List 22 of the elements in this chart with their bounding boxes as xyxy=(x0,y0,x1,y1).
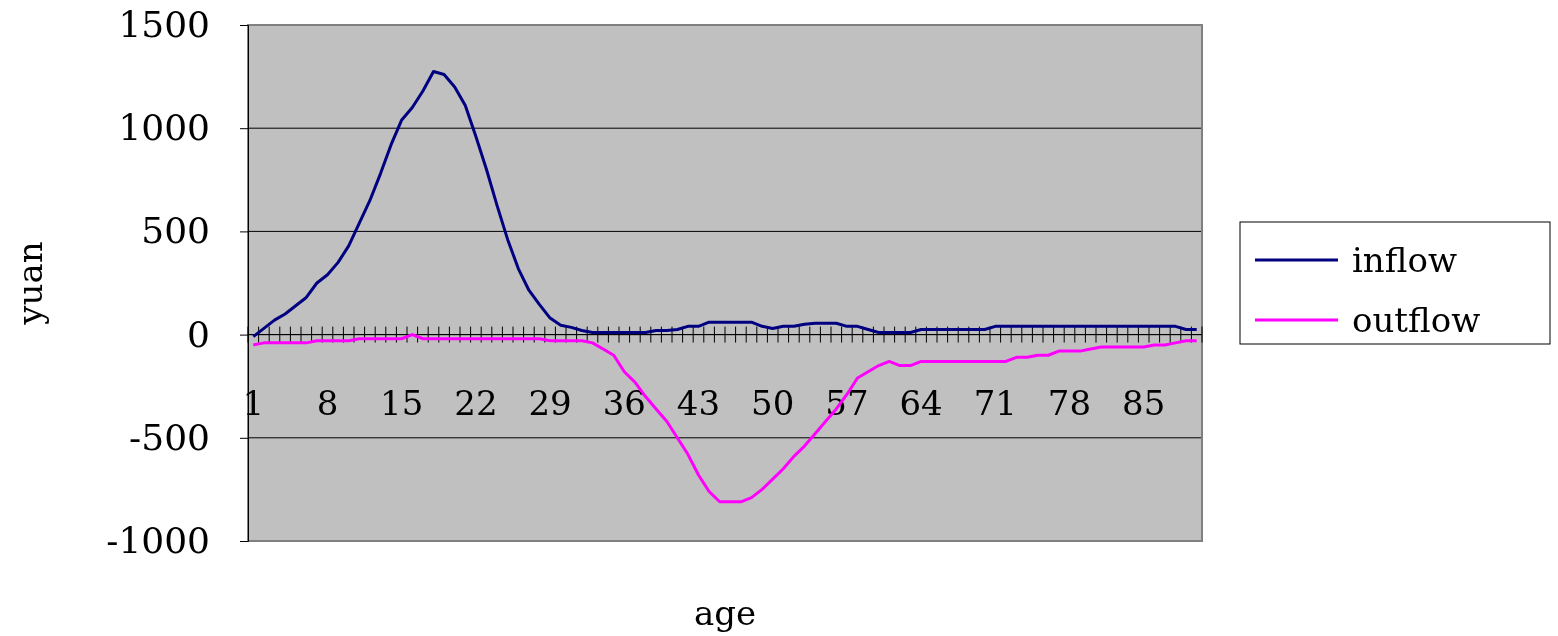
y-tick-label: 1500 xyxy=(118,4,210,46)
x-tick-label: 85 xyxy=(1122,382,1166,423)
y-tick-label: 1000 xyxy=(118,107,210,149)
y-tick-label: 500 xyxy=(141,210,210,252)
x-tick-label: 8 xyxy=(316,382,339,423)
x-tick-label: 43 xyxy=(676,382,721,423)
line-series xyxy=(251,69,1199,339)
legend-label: inflow xyxy=(1352,240,1458,280)
x-tick-label: 15 xyxy=(380,382,424,423)
x-tick-label: 36 xyxy=(602,382,646,423)
x-tick-label: 29 xyxy=(528,382,572,423)
y-tick-label: 0 xyxy=(187,313,210,355)
x-tick-label: 71 xyxy=(973,382,1017,423)
y-tick-label: -500 xyxy=(129,416,210,458)
y-tick-label: -1000 xyxy=(106,520,210,562)
x-tick-label: 22 xyxy=(454,382,498,423)
x-tick-label: 50 xyxy=(751,382,795,423)
x-tick-label: 64 xyxy=(899,382,943,423)
legend-label: outflow xyxy=(1352,300,1481,340)
x-tick-label: 78 xyxy=(1047,382,1092,423)
x-axis-title: age xyxy=(693,593,757,633)
y-axis-title: yuan xyxy=(10,241,50,326)
